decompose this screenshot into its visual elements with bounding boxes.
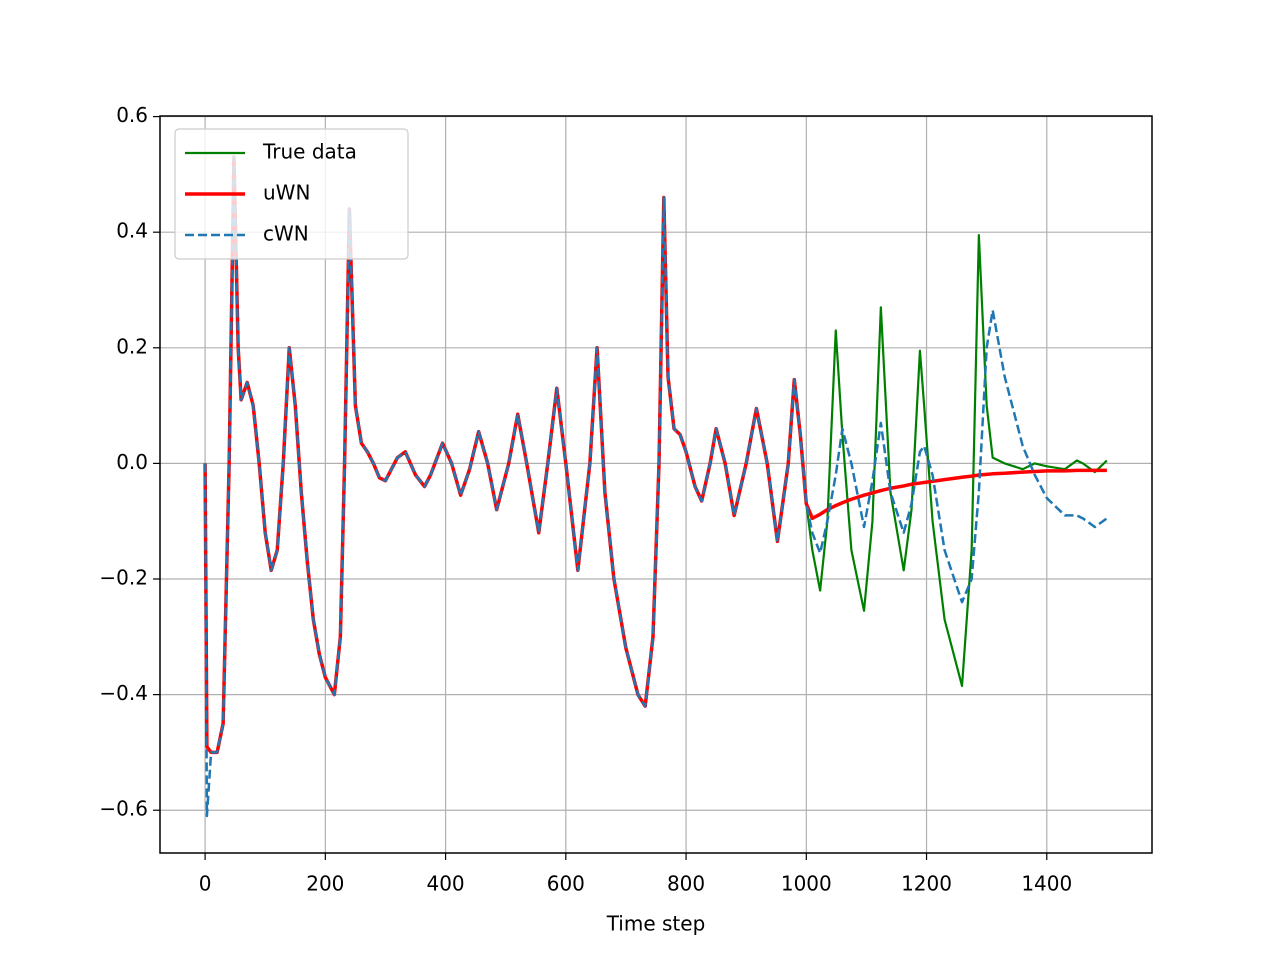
x-tick-label: 200	[306, 872, 344, 896]
plot-frame	[159, 115, 1153, 854]
y-tick-label: 0.4	[116, 219, 148, 243]
legend-box	[174, 128, 409, 260]
y-tick-label: −0.6	[99, 797, 148, 821]
x-tick-label: 0	[199, 872, 212, 896]
y-tick-label: −0.4	[99, 681, 148, 705]
x-tick-label: 800	[667, 872, 705, 896]
y-tick-label: −0.2	[99, 566, 148, 590]
x-tick-label: 600	[547, 872, 585, 896]
x-tick-label: 1200	[901, 872, 952, 896]
legend-label: uWN	[263, 181, 310, 205]
legend-label: cWN	[263, 222, 309, 246]
series-line	[203, 155, 1108, 818]
x-tick-label: 400	[426, 872, 464, 896]
y-tick-label: 0.6	[116, 103, 148, 127]
x-tick-label: 1400	[1021, 872, 1072, 896]
legend-label: True data	[262, 140, 357, 164]
x-tick-label: 1000	[781, 872, 832, 896]
y-tick-label: 0.2	[116, 334, 148, 358]
y-tick-label: 0.0	[116, 450, 148, 474]
x-axis-label: Time step	[606, 912, 706, 936]
